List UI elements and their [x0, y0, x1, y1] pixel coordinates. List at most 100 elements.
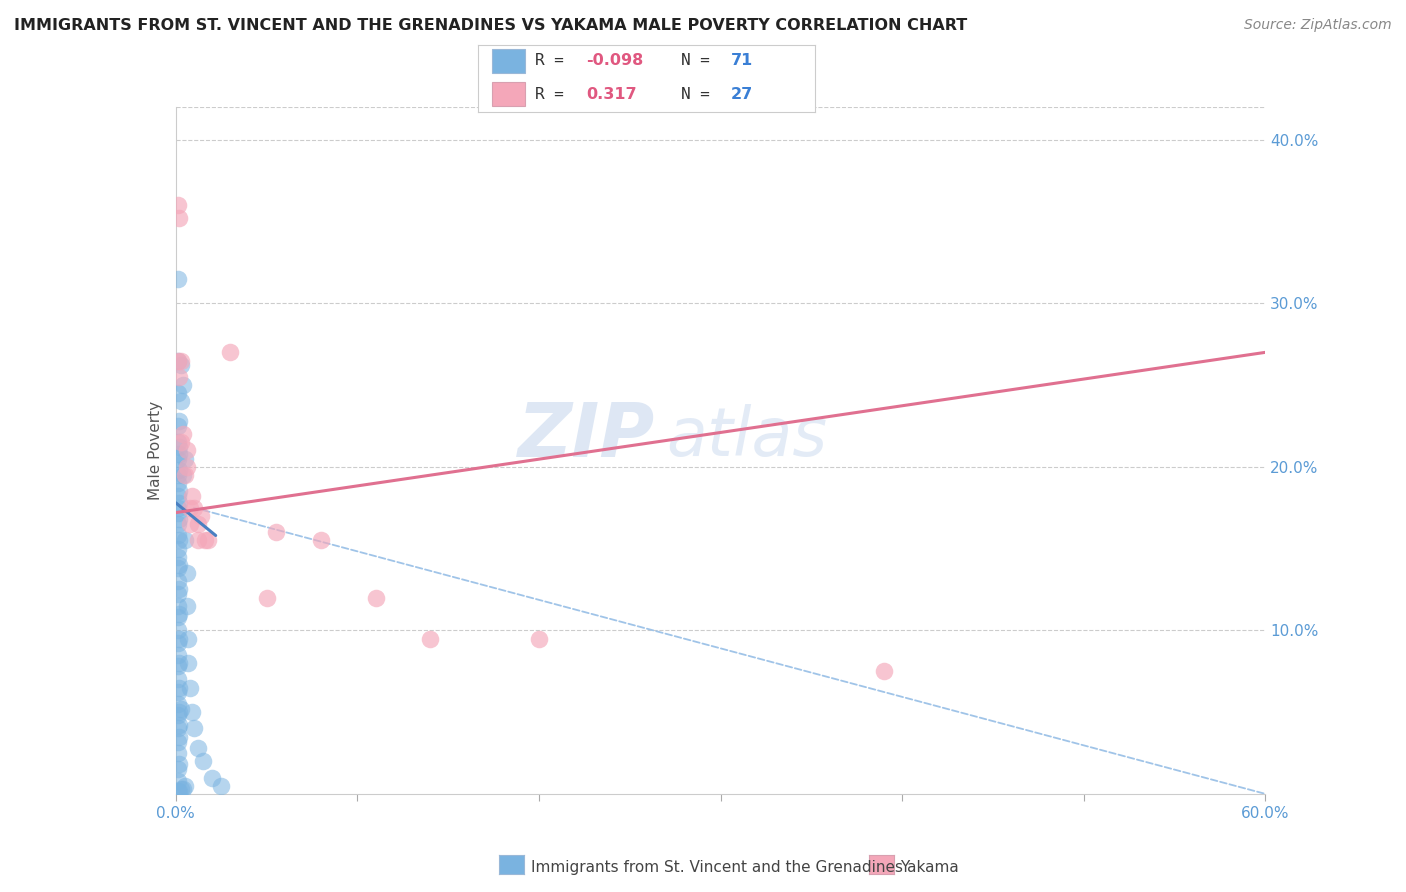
Point [169, 757, 191, 772]
Point [166, 500, 188, 515]
Point [256, 591, 278, 605]
Point [186, 741, 209, 756]
Point [173, 451, 195, 466]
Point [172, 467, 194, 482]
Point [169, 607, 191, 621]
Point [873, 664, 896, 679]
Point [169, 512, 191, 526]
Point [170, 781, 193, 797]
Point [166, 783, 188, 797]
Point [166, 271, 188, 285]
Point [166, 648, 188, 662]
Point [183, 500, 205, 515]
Point [177, 632, 200, 646]
Point [176, 459, 198, 474]
Point [181, 705, 204, 719]
Point [176, 599, 198, 613]
Point [169, 484, 191, 499]
Text: N =: N = [681, 87, 718, 102]
Point [166, 561, 188, 575]
Point [173, 533, 195, 548]
Point [176, 443, 198, 458]
Point [183, 722, 205, 736]
Point [194, 533, 217, 548]
Point [169, 632, 191, 646]
Text: R =: R = [536, 87, 583, 102]
FancyBboxPatch shape [492, 49, 526, 73]
Point [186, 516, 209, 531]
Text: R =: R = [536, 54, 574, 68]
Point [166, 516, 188, 531]
Point [170, 353, 193, 368]
Point [169, 582, 191, 597]
Point [170, 435, 193, 450]
Point [179, 500, 201, 515]
Point [169, 533, 191, 548]
Point [169, 718, 191, 732]
Point [169, 447, 191, 461]
Point [166, 673, 188, 687]
Y-axis label: Male Poverty: Male Poverty [148, 401, 163, 500]
Point [172, 781, 194, 797]
Point [309, 533, 332, 548]
Point [191, 754, 214, 768]
Point [179, 681, 201, 695]
Point [166, 599, 188, 613]
Point [166, 697, 188, 711]
Point [166, 506, 188, 520]
Text: ZIP: ZIP [517, 401, 655, 474]
Point [169, 463, 191, 477]
Point [166, 386, 188, 401]
Point [170, 394, 193, 409]
Point [166, 418, 188, 433]
Text: IMMIGRANTS FROM ST. VINCENT AND THE GRENADINES VS YAKAMA MALE POVERTY CORRELATIO: IMMIGRANTS FROM ST. VINCENT AND THE GREN… [14, 18, 967, 33]
Point [166, 476, 188, 491]
Point [166, 708, 188, 723]
Text: -0.098: -0.098 [586, 54, 644, 68]
Point [166, 659, 188, 673]
Point [169, 496, 191, 510]
Point [197, 533, 219, 548]
Point [166, 467, 188, 482]
Point [166, 353, 188, 368]
Point [264, 525, 287, 540]
Point [170, 359, 193, 373]
Point [176, 566, 198, 580]
Point [166, 746, 188, 760]
Point [166, 528, 188, 542]
Point [166, 435, 188, 450]
Point [166, 722, 188, 736]
Point [173, 779, 195, 793]
Point [166, 624, 188, 638]
Point [169, 369, 191, 384]
Point [166, 541, 188, 556]
Point [169, 440, 191, 454]
Point [166, 734, 188, 748]
Point [179, 516, 201, 531]
Point [166, 489, 188, 503]
Point [169, 211, 191, 226]
Point [166, 198, 188, 212]
Point [173, 467, 195, 482]
Point [169, 705, 191, 719]
Point [166, 773, 188, 788]
Point [166, 685, 188, 699]
Point [186, 533, 209, 548]
FancyBboxPatch shape [492, 82, 526, 106]
Point [219, 345, 242, 359]
Text: Immigrants from St. Vincent and the Grenadines: Immigrants from St. Vincent and the Gren… [531, 860, 904, 874]
Text: 71: 71 [731, 54, 754, 68]
Text: 0.317: 0.317 [586, 87, 637, 102]
Point [166, 549, 188, 564]
Point [166, 610, 188, 624]
Point [166, 587, 188, 601]
Text: Source: ZipAtlas.com: Source: ZipAtlas.com [1244, 18, 1392, 32]
Point [172, 378, 194, 392]
Point [169, 783, 191, 797]
Point [364, 591, 387, 605]
Point [166, 636, 188, 650]
Point [169, 656, 191, 670]
Text: N =: N = [681, 54, 718, 68]
Point [209, 779, 232, 793]
Point [169, 730, 191, 744]
